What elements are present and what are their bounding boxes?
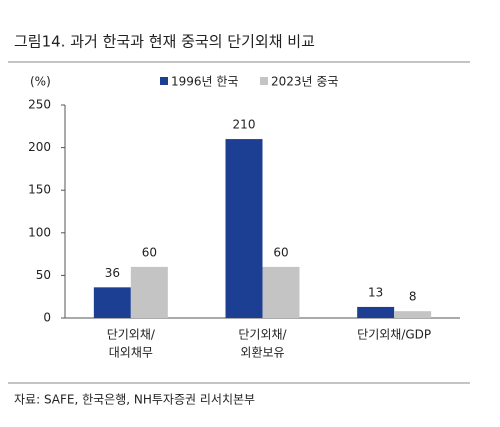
data-label: 60 bbox=[273, 245, 288, 259]
x-tick-label: 단기외채/ bbox=[107, 328, 156, 342]
bar bbox=[262, 266, 300, 318]
y-tick-label: 50 bbox=[36, 268, 51, 282]
x-tick-label: 단기외채/GDP bbox=[357, 328, 431, 342]
y-tick-label: 200 bbox=[28, 140, 51, 154]
data-label: 13 bbox=[368, 285, 383, 299]
data-label: 210 bbox=[233, 118, 256, 132]
data-label: 36 bbox=[105, 266, 120, 280]
data-label: 60 bbox=[142, 245, 157, 259]
y-tick-label: 150 bbox=[28, 183, 51, 197]
data-label: 8 bbox=[409, 290, 417, 304]
y-unit: (%) bbox=[30, 75, 51, 89]
legend-swatch bbox=[260, 77, 268, 85]
legend-swatch bbox=[160, 77, 168, 85]
bar bbox=[357, 306, 395, 318]
bar bbox=[93, 287, 131, 318]
y-tick-label: 250 bbox=[28, 98, 51, 112]
legend-label: 2023년 중국 bbox=[271, 75, 338, 89]
bar bbox=[225, 139, 263, 318]
source: 자료: SAFE, 한국은행, NH투자증권 리서치본부 bbox=[14, 392, 255, 407]
x-tick-label: 대외채무 bbox=[109, 346, 153, 360]
y-tick-label: 100 bbox=[28, 225, 51, 239]
chart-title: 그림14. 과거 한국과 현재 중국의 단기외채 비교 bbox=[14, 33, 315, 51]
y-tick-label: 0 bbox=[43, 311, 51, 325]
x-tick-label: 단기외채/ bbox=[238, 328, 287, 342]
bar bbox=[394, 311, 432, 318]
x-tick-label: 외환보유 bbox=[240, 346, 284, 360]
legend-label: 1996년 한국 bbox=[171, 75, 238, 89]
bar bbox=[130, 266, 168, 318]
